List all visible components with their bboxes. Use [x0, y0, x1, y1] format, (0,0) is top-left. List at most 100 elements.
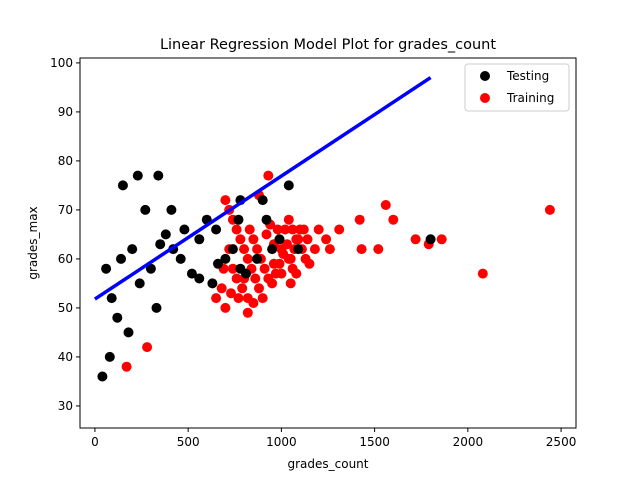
y-tick-label: 70	[58, 203, 73, 217]
training-point	[291, 234, 302, 245]
training-point	[220, 195, 231, 206]
testing-point	[155, 239, 166, 250]
training-point	[291, 268, 302, 279]
plot-area-frame	[79, 57, 577, 429]
training-point	[544, 204, 555, 215]
training-point	[259, 263, 270, 274]
testing-point	[233, 214, 244, 225]
testing-point	[186, 268, 197, 279]
training-point	[235, 234, 246, 245]
testing-point	[211, 224, 222, 235]
y-tick-label: 60	[58, 252, 73, 266]
testing-point	[112, 312, 123, 323]
training-point	[242, 253, 253, 264]
training-point	[287, 224, 298, 235]
training-point	[436, 234, 447, 245]
training-point	[244, 224, 255, 235]
training-point	[276, 244, 287, 255]
testing-point	[257, 195, 268, 206]
training-point	[239, 244, 250, 255]
training-point	[388, 214, 399, 225]
testing-point	[252, 253, 263, 264]
training-point	[334, 224, 345, 235]
training-point	[248, 234, 259, 245]
x-tick-label: 0	[91, 435, 99, 449]
legend-frame	[464, 63, 570, 112]
x-tick-label: 1000	[266, 435, 297, 449]
legend-label-training: Training	[506, 91, 554, 105]
y-tick-label: 100	[50, 56, 73, 70]
training-point	[302, 234, 313, 245]
training-point	[298, 224, 309, 235]
testing-point	[151, 302, 162, 313]
training-point	[231, 224, 242, 235]
y-axis-label: grades_max	[26, 206, 40, 279]
training-point	[304, 258, 315, 269]
regression-line	[93, 76, 432, 301]
training-point	[257, 293, 268, 304]
training-point	[410, 234, 421, 245]
training-points	[121, 170, 555, 372]
training-point	[216, 283, 227, 294]
training-point	[121, 361, 132, 372]
training-point	[380, 200, 391, 210]
training-point	[285, 278, 296, 289]
testing-point	[179, 224, 190, 235]
testing-point	[166, 204, 177, 215]
testing-point	[127, 244, 138, 255]
y-axis-ticks: 30 40 50 60 70 80 90 100	[50, 56, 80, 413]
testing-point	[104, 351, 115, 362]
legend-marker-testing	[480, 71, 490, 81]
testing-point	[140, 204, 151, 215]
training-point	[283, 253, 294, 264]
testing-point	[117, 180, 128, 191]
training-point	[356, 244, 367, 255]
testing-point	[220, 253, 231, 264]
training-point	[211, 293, 222, 304]
training-point	[309, 244, 320, 255]
training-point	[280, 224, 291, 235]
x-tick-label: 2000	[453, 435, 484, 449]
training-point	[231, 273, 242, 284]
training-point	[237, 283, 248, 294]
training-point	[321, 234, 332, 245]
training-point	[220, 302, 231, 313]
training-point	[227, 263, 238, 274]
testing-point	[106, 293, 117, 304]
testing-point	[134, 278, 145, 289]
chart-title: Linear Regression Model Plot for grades_…	[160, 37, 496, 53]
testing-points	[97, 170, 436, 382]
training-point	[477, 268, 488, 279]
testing-point	[274, 234, 285, 245]
legend: Testing Training	[464, 63, 570, 112]
training-point	[226, 288, 236, 299]
y-tick-label: 80	[58, 154, 73, 168]
training-point	[250, 273, 261, 284]
training-point	[242, 307, 253, 318]
training-point	[313, 224, 324, 235]
testing-point	[97, 371, 108, 382]
x-tick-label: 1500	[359, 435, 390, 449]
testing-point	[425, 234, 436, 245]
y-tick-label: 40	[58, 350, 73, 364]
testing-point	[293, 244, 304, 255]
training-point	[268, 258, 279, 269]
testing-point	[194, 273, 205, 284]
testing-point	[207, 278, 218, 289]
training-point	[272, 224, 283, 235]
training-point	[283, 214, 294, 225]
testing-point	[213, 258, 223, 269]
testing-point	[101, 263, 112, 274]
training-point	[263, 170, 274, 181]
testing-point	[116, 253, 126, 264]
testing-point	[194, 234, 205, 245]
training-point	[142, 342, 153, 353]
legend-marker-training	[480, 93, 490, 103]
x-tick-label: 2500	[546, 435, 577, 449]
training-point	[261, 229, 272, 240]
y-tick-label: 90	[58, 105, 73, 119]
testing-point	[123, 327, 134, 338]
training-point	[276, 268, 287, 279]
training-point	[233, 293, 244, 304]
y-tick-label: 50	[58, 301, 73, 315]
